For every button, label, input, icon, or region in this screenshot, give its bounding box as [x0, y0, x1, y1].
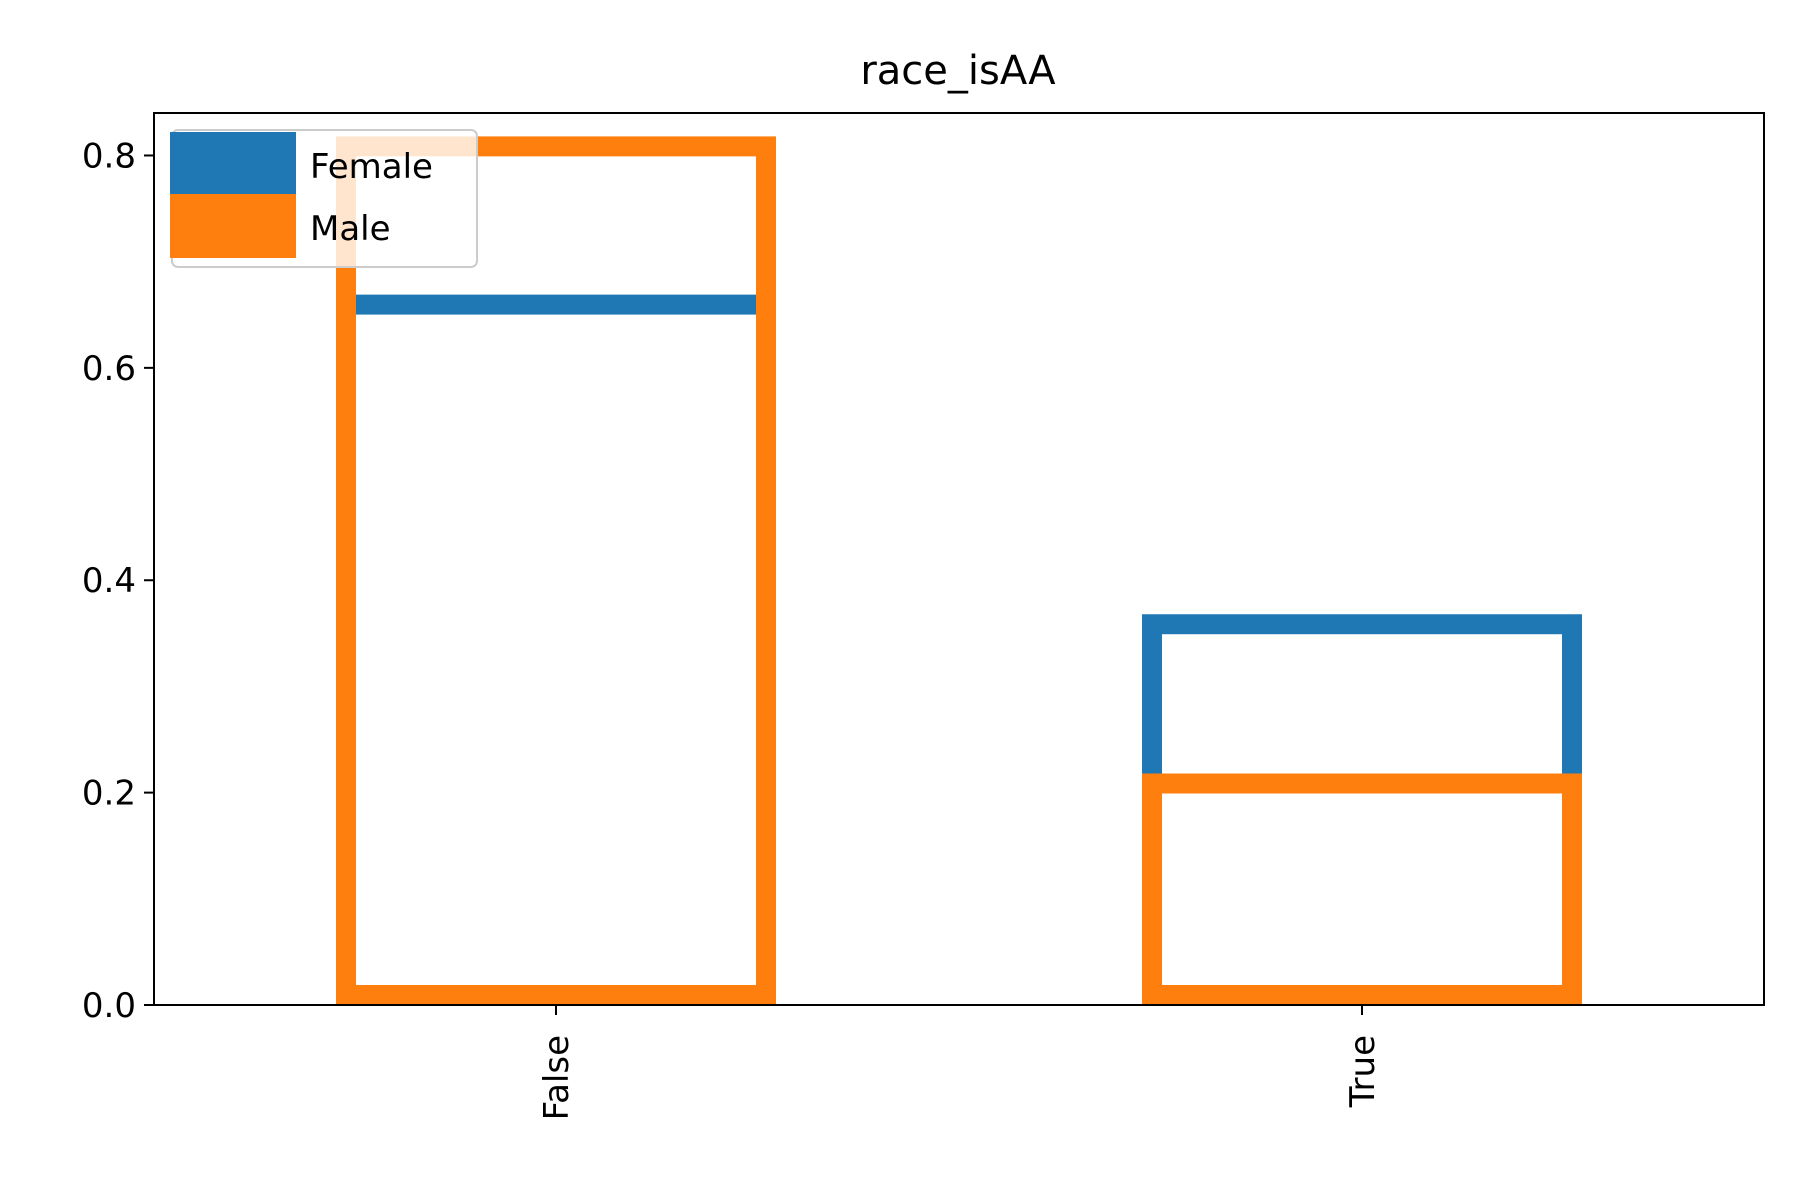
legend-label-male: Male	[310, 209, 391, 249]
x-tick-label-false: False	[537, 1035, 577, 1120]
legend: Female Male	[170, 129, 478, 268]
legend-swatch-female	[170, 132, 296, 196]
x-tick-label-true: True	[1343, 1035, 1383, 1108]
y-tick-label: 0.8	[82, 136, 136, 176]
plot-frame	[153, 112, 1765, 1006]
y-tick-label: 0.4	[82, 561, 136, 601]
chart-title: race_isAA	[860, 48, 1056, 94]
x-axis: False True	[537, 1005, 1383, 1120]
y-tick-label: 0.2	[82, 774, 136, 814]
y-tick-label: 0.0	[82, 986, 136, 1026]
y-tick-label: 0.6	[82, 349, 136, 389]
legend-label-female: Female	[310, 147, 433, 187]
y-axis: 0.0 0.2 0.4 0.6 0.8	[82, 136, 154, 1026]
legend-swatch-male	[170, 194, 296, 258]
